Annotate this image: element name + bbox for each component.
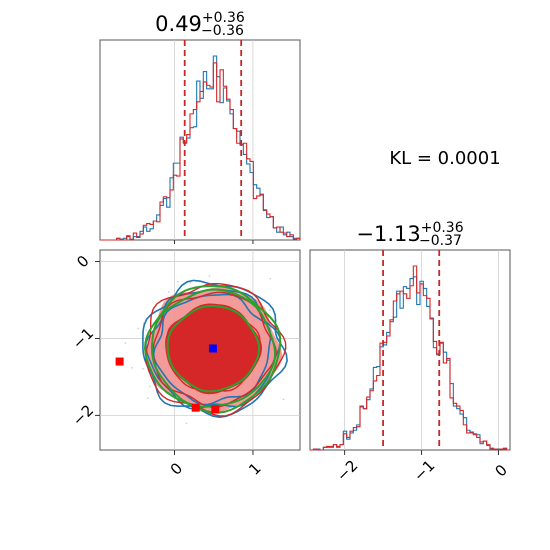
- marker-3: [191, 403, 200, 412]
- scatter-point: [146, 397, 149, 400]
- scatter-point: [137, 327, 140, 330]
- joint-y-tick-label: 0: [73, 252, 92, 271]
- right-title-plus: +0.36: [421, 220, 464, 236]
- scatter-point: [145, 329, 148, 332]
- joint-x-tick-label: 1: [245, 459, 264, 478]
- top-histogram-series-2: [100, 62, 301, 241]
- top-title: 0.49+0.36: [155, 10, 245, 36]
- right-x-tick-label: −1: [410, 457, 438, 485]
- scatter-point: [167, 291, 170, 293]
- scatter-point: [124, 342, 127, 344]
- scatter-point: [189, 281, 192, 284]
- contour-line-red-2: [152, 291, 277, 409]
- kl-label: KL = 0.0001: [389, 148, 500, 169]
- scatter-point: [149, 385, 151, 388]
- scatter-point: [269, 277, 272, 280]
- contour-line-red-1: [145, 283, 287, 417]
- contour-line-green-1: [143, 284, 282, 414]
- joint-x-tick-label: 0: [167, 459, 186, 478]
- contour-line-green-2: [150, 288, 277, 408]
- scatter-point: [177, 280, 179, 283]
- top-title-value: 0.49: [155, 12, 202, 36]
- joint-panel: 0 1 −2 −1 0: [69, 249, 301, 479]
- top-title-plus: +0.36: [202, 10, 245, 26]
- joint-y-tick-label: −1: [69, 324, 97, 352]
- scatter-point: [208, 275, 211, 277]
- marker-4: [211, 405, 220, 414]
- top-histogram-series-1: [100, 55, 301, 241]
- marker-2: [115, 357, 124, 366]
- scatter-point: [131, 366, 133, 369]
- right-histogram-series-2: [310, 265, 510, 451]
- right-title-minus: −0.37: [419, 233, 462, 249]
- joint-y-tick-label: −2: [69, 401, 97, 429]
- right-x-tick-label: 0: [491, 461, 510, 480]
- scatter-point: [185, 422, 188, 425]
- scatter-point: [282, 398, 285, 401]
- scatter-point: [142, 367, 144, 370]
- top-title-minus: −0.36: [201, 23, 244, 39]
- contour-line-green-3: [166, 304, 261, 393]
- top-histogram-panel: [99, 39, 301, 244]
- right-x-tick-label: −2: [333, 457, 361, 485]
- right-histogram-panel: −2 −1 0: [309, 249, 511, 485]
- right-title: −1.13+0.36: [356, 220, 463, 246]
- scatter-point: [268, 309, 271, 311]
- marker-1: [208, 344, 217, 353]
- right-title-value: −1.13: [356, 222, 420, 246]
- top-histogram-frame: [99, 39, 301, 241]
